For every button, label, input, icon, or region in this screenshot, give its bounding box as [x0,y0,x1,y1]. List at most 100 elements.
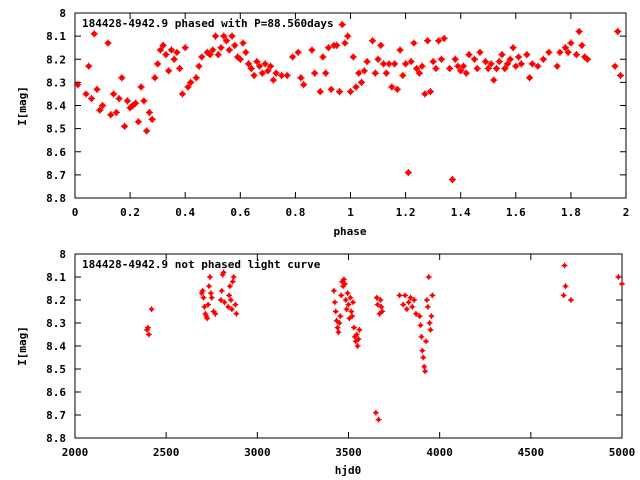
y-tick-label: 8.3 [46,76,66,89]
data-point [349,313,356,319]
x-tick-label: 0.6 [230,206,250,219]
data-point [352,83,360,91]
data-point [425,274,432,280]
data-point [236,55,244,63]
x-tick-label: 0 [72,206,79,219]
data-point [451,55,459,63]
data-point [132,99,140,107]
data-point [388,83,396,91]
data-point [523,51,531,59]
data-point [220,269,227,276]
data-point [137,83,145,91]
data-point [476,48,484,56]
data-point [96,106,104,114]
data-point [422,368,428,375]
y-tick-label: 8.8 [46,192,66,205]
data-point [87,94,96,103]
data-point [327,85,335,93]
data-point [341,39,349,47]
data-point [418,333,425,340]
data-point [484,64,492,73]
data-point [409,304,416,310]
data-point [334,324,341,331]
data-point [198,53,206,61]
y-tick-label: 8.4 [46,100,66,113]
data-point [228,306,235,313]
data-point [154,60,162,68]
data-point [509,44,517,52]
data-point [178,90,187,98]
data-point [267,62,275,70]
data-point [495,57,503,66]
data-point [377,41,385,49]
data-point [407,57,415,66]
data-point [583,55,592,63]
data-point [148,115,156,123]
data-point [342,297,349,303]
data-point [170,55,178,63]
data-point [525,74,534,82]
x-tick-label: 1.8 [561,206,581,219]
data-point [208,294,215,301]
x-axis-label: phase [333,225,366,238]
y-tick-label: 8 [59,248,66,261]
data-point [104,39,112,47]
data-point [233,310,240,317]
data-point [413,64,421,73]
data-point [212,310,219,317]
data-point [448,175,457,184]
data-point [344,290,351,296]
data-point [229,278,236,285]
data-point [331,287,337,294]
data-point [481,57,490,66]
data-point [269,76,277,84]
data-point [85,62,93,70]
data-point [333,41,341,49]
x-tick-label: 1.4 [451,206,471,219]
y-tick-label: 8.1 [46,30,66,43]
data-point [239,39,247,47]
data-point [363,57,371,66]
data-point [289,53,297,61]
data-point [107,111,115,119]
data-point [459,62,468,70]
data-point [192,74,200,82]
data-point [403,306,410,313]
data-point [428,313,435,319]
data-point [568,297,574,303]
data-point [145,331,152,338]
y-tick-label: 8.3 [46,317,66,330]
data-point [331,299,338,306]
y-tick-label: 8.5 [46,123,66,136]
data-point [347,294,354,301]
y-tick-label: 8.2 [46,53,66,66]
data-point [393,85,401,93]
data-point [200,294,207,301]
data-point [336,320,343,326]
data-point [410,39,418,47]
x-tick-label: 2500 [153,446,180,459]
data-point [514,53,523,61]
data-point [82,90,90,98]
data-point [419,347,426,354]
data-point [405,299,412,306]
data-point [217,297,224,303]
data-point [337,313,344,319]
data-point [575,27,583,36]
data-point [424,304,431,310]
data-point [226,292,232,299]
data-point [294,48,302,56]
data-points [74,20,625,184]
data-point [225,46,233,54]
data-point [206,283,212,290]
data-point [283,71,291,80]
data-point [112,108,120,117]
y-tick-label: 8.4 [46,340,66,353]
data-point [93,85,101,93]
data-point [375,416,382,423]
data-point [205,301,212,308]
x-tick-label: 1 [347,206,354,219]
data-point [562,283,569,290]
data-point [167,46,176,54]
